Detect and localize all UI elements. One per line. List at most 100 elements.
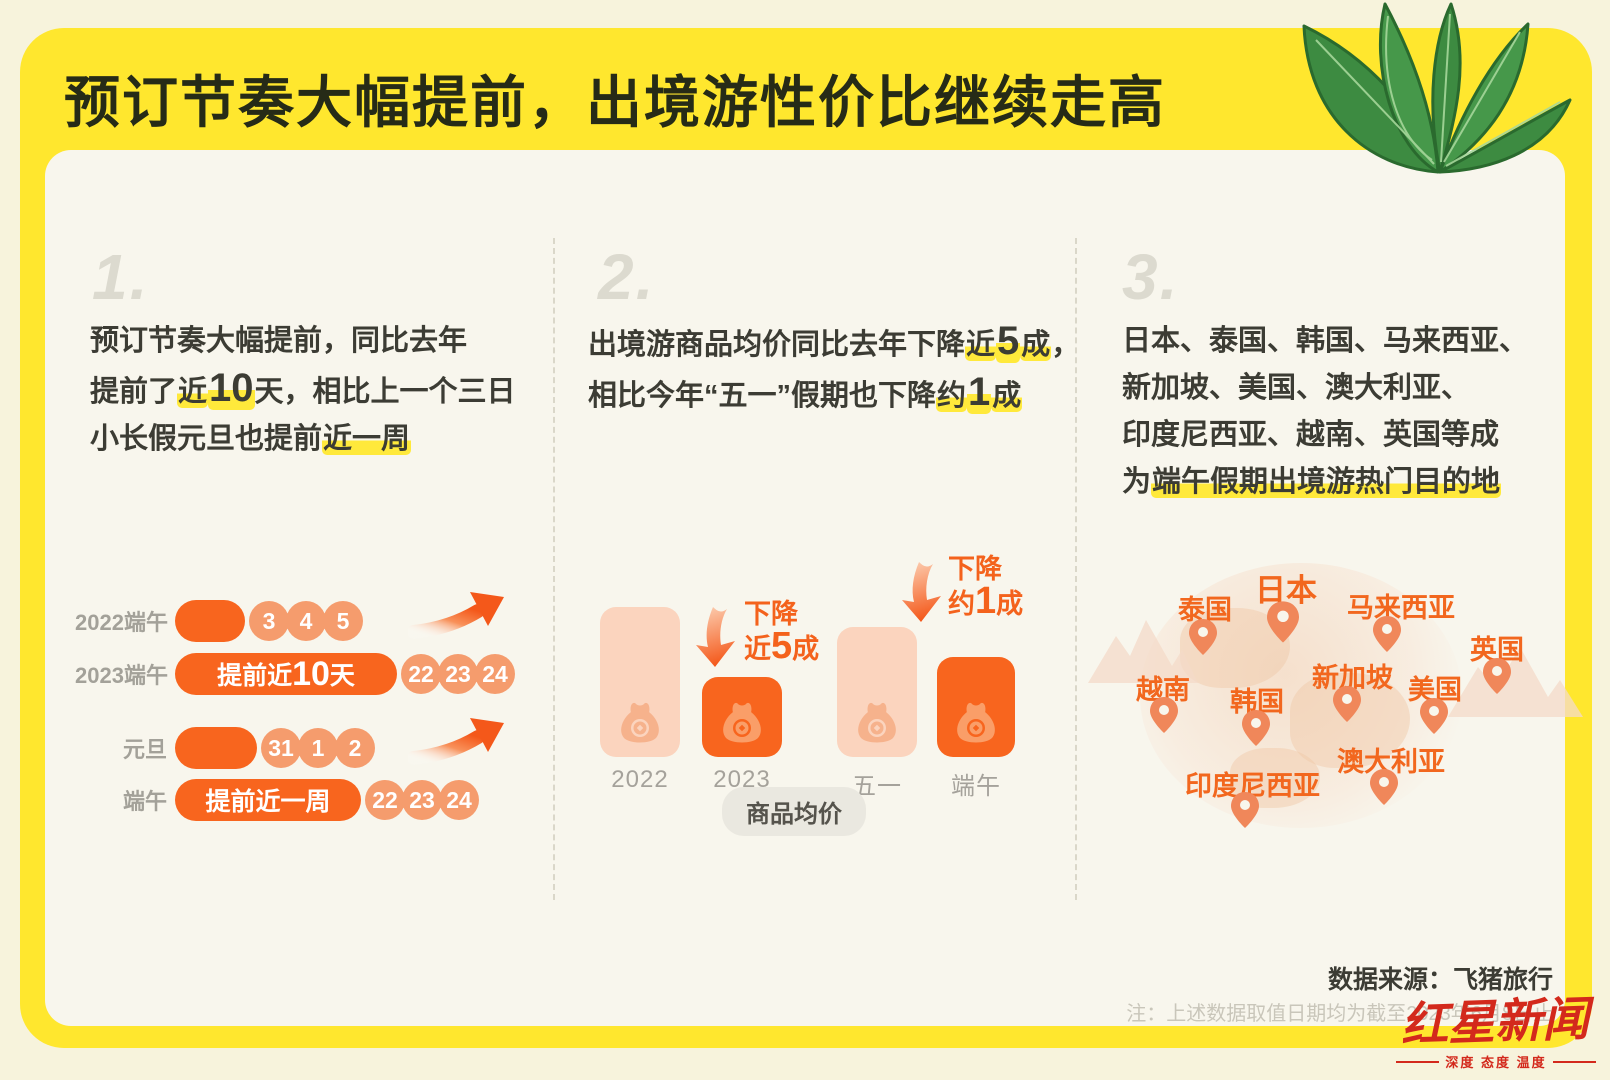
timeline-pill <box>175 600 245 642</box>
money-bag-icon <box>858 702 896 743</box>
date-circle: 2 <box>335 728 375 768</box>
text: 为 <box>1122 466 1152 498</box>
date-circle: 23 <box>438 654 478 694</box>
text: 小长假元旦也提前 <box>90 423 323 455</box>
timeline-label: 端午 <box>122 789 167 814</box>
highlighted-number: 1 <box>967 370 992 414</box>
text: 天 <box>254 376 284 408</box>
location-pin-icon <box>1267 601 1299 643</box>
section-number-2: 2. <box>598 241 656 313</box>
highlighted-text: 成 <box>1020 329 1052 361</box>
decline-arrow-icon <box>902 562 941 622</box>
timeline-label: 元旦 <box>122 737 167 762</box>
text: ，相比上一个三日 <box>283 376 516 408</box>
section-number-1: 1. <box>92 241 150 313</box>
highlighted-number: 5 <box>996 319 1021 363</box>
date-circle: 24 <box>439 780 479 820</box>
timeline-pill <box>175 727 257 769</box>
bamboo-leaves-icon <box>1302 2 1572 174</box>
map-pin-korea: 韩国 <box>1230 680 1284 746</box>
map-pin-japan: 日本 <box>1255 565 1317 643</box>
red-star-news-logo: 红星新闻 <box>1400 993 1590 1053</box>
date-circle: 1 <box>298 728 338 768</box>
location-pin-icon <box>1189 619 1217 655</box>
date-circle: 23 <box>402 780 442 820</box>
highlighted-text: 成 <box>991 380 1023 412</box>
highlighted-text: 端午假期出境游热门目的地 <box>1151 466 1502 498</box>
highlighted-text: 近 <box>177 376 209 408</box>
location-pin-icon <box>1333 686 1361 722</box>
date-circle: 22 <box>365 780 405 820</box>
highlighted-text: 约 <box>936 380 968 412</box>
date-circle: 22 <box>401 654 441 694</box>
trend-arrow-icon <box>408 718 504 765</box>
location-pin-icon <box>1373 616 1401 652</box>
section-number-3: 3. <box>1122 241 1180 313</box>
bar-wuyi <box>837 627 917 757</box>
map-pin-malaysia: 马来西亚 <box>1347 586 1455 652</box>
bar-label: 端午 <box>951 773 1001 800</box>
money-bag-icon <box>957 702 995 743</box>
timeline-row-yuandan: 元旦 31 1 2 <box>75 726 375 770</box>
map-pin-vietnam: 越南 <box>1136 668 1190 733</box>
text: 相比今年“五一”假期也下降 <box>588 380 937 412</box>
location-pin-icon <box>1483 658 1511 694</box>
bar-2023 <box>702 677 782 757</box>
pill-text: 提前近 <box>205 788 281 816</box>
pill-text: 提前近 <box>217 662 293 690</box>
location-pin-icon <box>1420 698 1448 734</box>
money-bag-icon <box>723 702 761 743</box>
text: ， <box>1051 329 1081 361</box>
text: 日本、泰国、韩国、马来西亚、 <box>1122 325 1529 357</box>
map-pin-australia: 澳大利亚 <box>1337 740 1445 805</box>
pill-number: 10 <box>292 654 330 693</box>
annotation-text: 成 <box>792 634 820 664</box>
section-1-paragraph: 预订节奏大幅提前，同比去年 提前了近10天，相比上一个三日 小长假元旦也提前近一… <box>90 318 516 463</box>
text: 出境游商品均价同比去年下降 <box>588 329 966 361</box>
column-divider <box>553 238 555 900</box>
pill-text: 一周 <box>280 788 331 816</box>
annotation-number: 5 <box>771 625 793 667</box>
bar-2022 <box>600 607 680 757</box>
chart-caption-badge: 商品均价 <box>722 787 866 836</box>
timeline-row-2022-duanwu: 2022端午 3 4 5 <box>75 599 363 643</box>
date-circle: 3 <box>249 601 289 641</box>
timeline-pill: 提前近 一周 <box>175 779 361 821</box>
section-2-paragraph: 出境游商品均价同比去年下降近5成， 相比今年“五一”假期也下降约1成 <box>588 318 1080 420</box>
timeline-row-duanwu: 端午 提前近 一周 22 23 24 <box>75 778 479 822</box>
annotation-number: 1 <box>975 580 997 622</box>
trend-arrow-icon <box>408 592 504 639</box>
pin-label: 马来西亚 <box>1347 593 1455 623</box>
bar-duanwu <box>937 657 1015 757</box>
data-source-text: 数据来源：飞猪旅行 <box>1327 966 1553 994</box>
location-pin-icon <box>1242 710 1270 746</box>
location-pin-icon <box>1150 697 1178 733</box>
page-title: 预订节奏大幅提前，出境游性价比继续走高 <box>64 71 1166 134</box>
bar-label: 2022 <box>611 766 669 793</box>
globe-background <box>1140 563 1462 828</box>
date-circle: 5 <box>323 601 363 641</box>
annotation-text: 约 <box>948 589 975 619</box>
text: 新加坡、美国、澳大利亚、 <box>1122 372 1471 404</box>
location-pin-icon <box>1370 769 1398 805</box>
highlighted-text: 近 <box>965 329 997 361</box>
annotation-text: 下降 <box>744 599 798 629</box>
tagline-text: 深度 态度 温度 <box>1445 1055 1547 1070</box>
logo-tagline: 深度 态度 温度 <box>1396 1052 1596 1071</box>
timeline-pill: 提前近 10 天 <box>175 653 397 695</box>
annotation-text: 近 <box>744 634 771 664</box>
annotation-decline-50: 下降 近5成 <box>744 598 819 665</box>
annotation-text: 下降 <box>948 554 1002 584</box>
decline-arrow-icon <box>696 607 735 667</box>
text: 提前了 <box>90 376 178 408</box>
map-pin-singapore: 新加坡 <box>1312 656 1393 722</box>
highlighted-number: 10 <box>208 366 255 410</box>
timeline-label: 2023端午 <box>75 663 168 688</box>
date-circle: 24 <box>475 654 515 694</box>
map-pin-indonesia: 印度尼西亚 <box>1185 764 1320 828</box>
timeline-row-2023-duanwu: 2023端午 提前近 10 天 22 23 24 <box>75 652 515 696</box>
annotation-text: 成 <box>996 589 1024 619</box>
location-pin-icon <box>1231 792 1259 828</box>
pill-text: 天 <box>329 662 355 690</box>
